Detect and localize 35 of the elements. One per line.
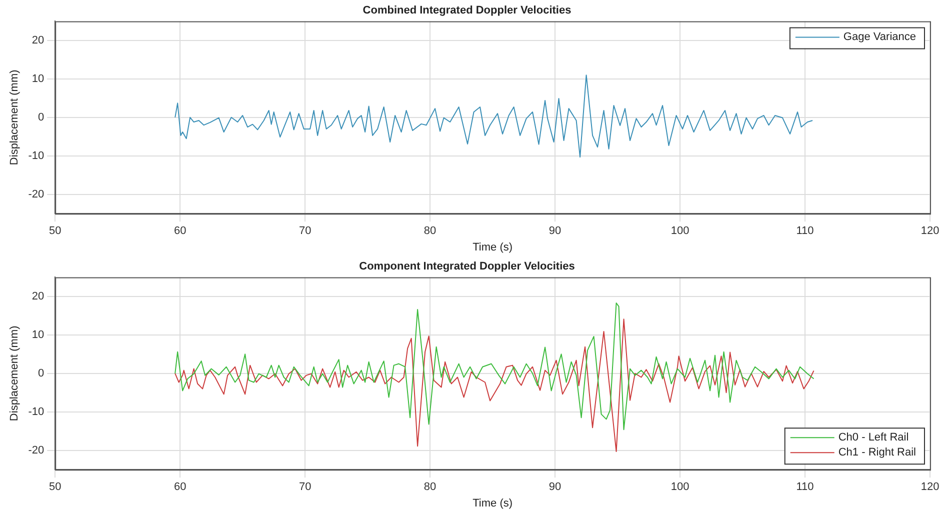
x-tick-label: 80 xyxy=(424,225,436,238)
y-tick-label: -20 xyxy=(28,188,44,200)
y-axis-title: Displacement (mm) xyxy=(8,70,21,166)
x-tick-label: 70 xyxy=(298,225,312,238)
x-tick-label: 110 xyxy=(796,225,814,238)
y-tick-label: 10 xyxy=(32,328,44,341)
y-tick-label: 20 xyxy=(32,290,44,302)
y-tick-label: 0 xyxy=(38,367,44,380)
y-tick-label: 10 xyxy=(32,72,44,85)
y-tick-label: -10 xyxy=(28,406,44,418)
y-tick-label: -10 xyxy=(28,150,44,162)
chart-title: Combined Integrated Doppler Velocities xyxy=(362,4,572,17)
legend-label: Ch0 - Left Rail xyxy=(838,432,909,444)
legend-label: Ch1 - Right Rail xyxy=(838,446,916,459)
x-tick-label: 100 xyxy=(670,225,690,238)
x-tick-label: 50 xyxy=(48,225,62,238)
x-axis-title: Time (s) xyxy=(472,497,513,510)
chart-title: Component Integrated Doppler Velocities xyxy=(359,260,575,273)
x-axis-title: Time (s) xyxy=(472,241,513,254)
y-axis-title: Displacement (mm) xyxy=(8,326,21,422)
x-tick-label: 110 xyxy=(796,481,814,494)
x-tick-label: 90 xyxy=(548,225,562,238)
y-tick-label: -20 xyxy=(28,444,44,456)
x-tick-label: 50 xyxy=(48,481,62,494)
x-tick-label: 100 xyxy=(670,481,690,494)
y-tick-label: 20 xyxy=(32,34,44,46)
x-tick-label: 120 xyxy=(920,225,940,238)
x-tick-label: 90 xyxy=(548,481,562,494)
x-tick-label: 70 xyxy=(298,481,312,494)
legend-label: Gage Variance xyxy=(843,31,916,44)
y-tick-label: 0 xyxy=(38,111,44,124)
x-tick-label: 80 xyxy=(424,481,436,494)
x-tick-label: 60 xyxy=(174,481,186,494)
x-tick-label: 120 xyxy=(920,481,940,494)
x-tick-label: 60 xyxy=(174,225,186,238)
